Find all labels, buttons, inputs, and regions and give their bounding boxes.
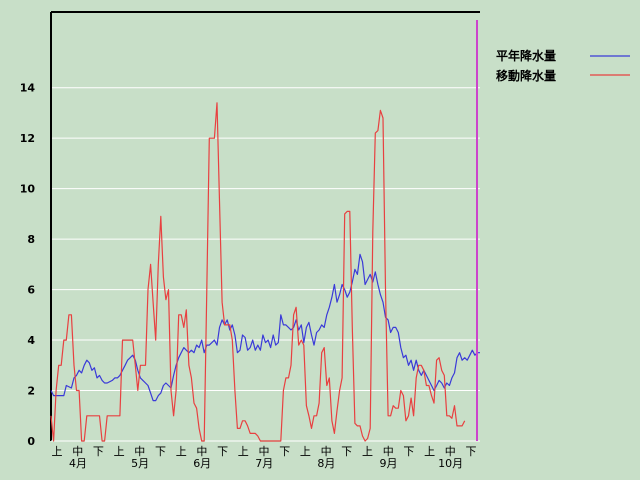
x-period-label: 下: [341, 445, 352, 458]
x-month-label: 7月: [255, 457, 273, 470]
x-period-label: 中: [196, 445, 207, 458]
y-axis-tick-labels: 0 2 4 6 8 10 12 14: [20, 82, 36, 448]
x-period-label: 下: [279, 445, 290, 458]
legend-label-normal: 平年降水量: [496, 48, 556, 63]
y-tick-label: 6: [27, 284, 35, 297]
y-tick-label: 14: [20, 82, 36, 95]
x-period-label: 上: [362, 445, 373, 458]
x-month-label: 6月: [193, 457, 211, 470]
x-period-label: 上: [114, 445, 125, 458]
x-month-label: 8月: [317, 457, 335, 470]
x-period-label: 下: [93, 445, 104, 458]
x-period-label: 上: [238, 445, 249, 458]
x-month-label: 5月: [131, 457, 149, 470]
y-tick-label: 2: [27, 385, 35, 398]
legend-label-moving: 移動降水量: [496, 68, 556, 83]
x-period-label: 中: [383, 445, 394, 458]
x-period-label: 中: [321, 445, 332, 458]
series-lines: [50, 102, 480, 442]
series-line-normal: [50, 253, 480, 402]
x-period-label: 上: [424, 445, 435, 458]
y-tick-label: 4: [27, 334, 35, 347]
x-period-label: 下: [403, 445, 414, 458]
x-period-label: 中: [259, 445, 270, 458]
series-line-moving: [50, 102, 466, 442]
legend: 平年降水量 移動降水量: [496, 48, 630, 83]
x-month-label: 9月: [380, 457, 398, 470]
x-month-label: 10月: [438, 457, 463, 470]
x-month-label: 4月: [69, 457, 87, 470]
y-tick-label: 10: [20, 183, 36, 196]
x-period-label: 中: [445, 445, 456, 458]
x-period-label: 下: [217, 445, 228, 458]
x-period-label: 中: [134, 445, 145, 458]
y-tick-label: 8: [27, 233, 35, 246]
x-period-label: 下: [155, 445, 166, 458]
x-axis-tick-labels: 上中下上中下上中下上中下上中下上中下上中下4月 5月 6月 7月 8月 9月 10月: [52, 445, 477, 470]
y-tick-label: 0: [27, 435, 35, 448]
x-period-label: 上: [52, 445, 63, 458]
x-period-label: 下: [466, 445, 477, 458]
x-period-label: 中: [72, 445, 83, 458]
x-period-label: 上: [300, 445, 311, 458]
y-tick-label: 12: [20, 132, 35, 145]
x-period-label: 上: [176, 445, 187, 458]
